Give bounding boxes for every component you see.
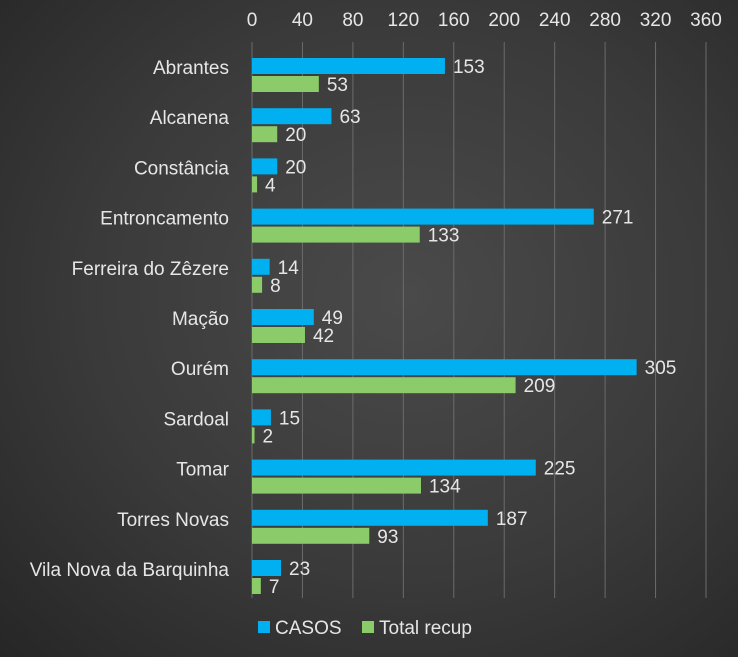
bar-casos: [252, 108, 332, 125]
data-label: 8: [270, 276, 281, 297]
bars: [252, 58, 637, 594]
category-label: Entroncamento: [100, 209, 229, 230]
data-label: 133: [428, 226, 460, 247]
bar-casos: [252, 409, 271, 426]
data-label: 42: [313, 326, 334, 347]
data-label: 187: [496, 509, 528, 530]
data-label: 4: [265, 175, 276, 196]
category-label: Constância: [134, 158, 229, 179]
bar-total-recup: [252, 477, 421, 494]
bar-casos: [252, 258, 270, 275]
legend-entry: CASOS: [275, 618, 342, 639]
bar-casos: [252, 309, 314, 325]
data-label: 271: [602, 208, 634, 229]
legend: CASOS Total recup: [258, 618, 472, 639]
data-label: 305: [645, 358, 677, 379]
bar-casos: [252, 509, 488, 526]
bar-total-recup: [252, 427, 255, 444]
bar-total-recup: [252, 76, 319, 92]
bar-total-recup: [252, 176, 258, 193]
x-tick-label: 200: [488, 10, 520, 31]
data-label: 49: [322, 308, 343, 329]
category-label: Tomar: [176, 460, 229, 481]
x-tick-label: 240: [539, 10, 571, 31]
bar-total-recup: [252, 527, 370, 544]
bar-total-recup: [252, 578, 261, 594]
x-tick-label: 280: [589, 10, 621, 31]
data-label: 63: [339, 107, 360, 128]
category-label: Ferreira do Zêzere: [72, 259, 229, 280]
data-label: 153: [453, 57, 485, 78]
data-label: 20: [285, 125, 306, 146]
x-tick-label: 360: [690, 10, 722, 31]
data-label: 53: [327, 75, 348, 96]
bar-casos: [252, 208, 594, 225]
bar-total-recup: [252, 126, 278, 143]
bar-total-recup: [252, 276, 263, 293]
legend-swatch: [258, 621, 270, 633]
legend-swatch: [362, 621, 374, 633]
x-tick-label: 0: [247, 10, 258, 31]
legend-entry: Total recup: [379, 618, 472, 639]
data-label: 225: [544, 459, 576, 480]
category-label: Vila Nova da Barquinha: [30, 560, 230, 581]
grid-lines: [251, 42, 707, 598]
data-label: 209: [524, 376, 556, 397]
x-axis-ticks: 0 40 80 120 160 200 240 280 320 360: [247, 10, 722, 31]
data-label: 7: [269, 577, 280, 598]
data-label: 93: [377, 527, 398, 548]
bar-casos: [252, 58, 445, 74]
x-tick-label: 160: [438, 10, 470, 31]
bar-casos: [252, 560, 282, 576]
category-label: Torres Novas: [117, 510, 229, 531]
x-tick-label: 40: [292, 10, 313, 31]
bar-total-recup: [252, 327, 305, 343]
data-label: 134: [429, 477, 461, 498]
category-label: Alcanena: [150, 108, 230, 129]
bar-casos: [252, 359, 637, 376]
data-label: 20: [285, 157, 306, 178]
category-label: Sardoal: [164, 409, 230, 430]
data-label: 15: [279, 408, 300, 429]
category-label: Ourém: [171, 359, 229, 380]
bar-total-recup: [252, 377, 516, 394]
data-label: 23: [289, 559, 310, 580]
x-tick-label: 320: [640, 10, 672, 31]
bar-total-recup: [252, 226, 420, 243]
category-labels: Abrantes Alcanena Constância Entroncamento F…: [30, 58, 230, 581]
data-label: 2: [263, 426, 274, 447]
category-label: Abrantes: [153, 58, 229, 79]
bar-casos: [252, 158, 278, 175]
data-label: 14: [278, 258, 300, 279]
category-label: Mação: [172, 309, 229, 330]
x-tick-label: 80: [342, 10, 363, 31]
x-tick-label: 120: [387, 10, 419, 31]
bar-casos: [252, 459, 536, 476]
